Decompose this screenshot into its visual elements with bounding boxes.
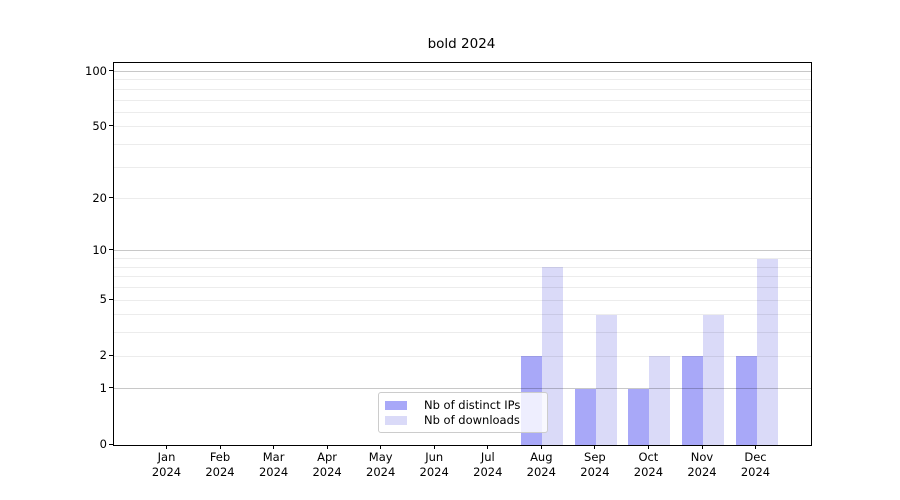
y-tick-label: 2 — [99, 348, 107, 363]
x-tick-label: Sep 2024 — [580, 450, 610, 479]
bar-downloads — [595, 314, 617, 445]
x-tick-label: Feb 2024 — [205, 450, 235, 479]
bar-distinct-ips — [574, 388, 596, 445]
legend-item-downloads: Nb of downloads — [385, 413, 539, 428]
y-tick-label: 10 — [92, 242, 107, 257]
gridline-minor — [114, 276, 811, 278]
y-tick — [109, 298, 113, 300]
gridline-minor — [114, 166, 811, 168]
bar-downloads — [649, 356, 671, 445]
y-tick — [109, 249, 113, 251]
x-tick-label: Jan 2024 — [151, 450, 182, 479]
y-tick-label: 5 — [99, 292, 107, 306]
y-tick — [109, 125, 113, 127]
y-tick — [109, 443, 113, 445]
x-tick — [487, 445, 489, 449]
bar-distinct-ips — [628, 388, 650, 445]
x-tick-label: Jun 2024 — [419, 450, 449, 479]
gridline-minor — [114, 266, 811, 268]
gridline-minor — [114, 314, 811, 316]
x-tick-label: Oct 2024 — [633, 450, 664, 479]
x-tick — [433, 445, 435, 449]
gridline-minor — [114, 79, 811, 81]
x-tick-label: Dec 2024 — [740, 450, 771, 479]
x-tick — [701, 445, 703, 449]
bar-distinct-ips — [682, 356, 703, 445]
legend-swatch-distinct-ips-icon — [385, 401, 407, 410]
bar-downloads — [756, 258, 778, 445]
x-tick-label: Aug 2024 — [526, 450, 556, 479]
x-tick — [273, 445, 275, 449]
y-tick-label: 1 — [99, 380, 107, 395]
legend-label-downloads: Nb of downloads — [424, 413, 520, 427]
x-tick — [326, 445, 328, 449]
gridline-major — [114, 250, 811, 252]
x-tick-label: Nov 2024 — [687, 450, 717, 479]
x-tick — [594, 445, 596, 449]
gridline-minor — [114, 258, 811, 260]
x-tick — [647, 445, 649, 449]
y-tick-label: 0 — [99, 437, 107, 451]
gridline-major — [114, 71, 811, 72]
y-tick — [109, 70, 113, 71]
legend-label-distinct-ips: Nb of distinct IPs — [424, 398, 521, 412]
gridline-minor — [114, 198, 811, 200]
legend-item-distinct-ips: Nb of distinct IPs — [385, 398, 539, 413]
y-tick — [109, 197, 113, 199]
x-tick — [380, 445, 382, 449]
y-tick-label: 20 — [92, 190, 107, 205]
legend: Nb of distinct IPs Nb of downloads — [378, 392, 548, 433]
x-tick — [166, 445, 167, 449]
gridline-major — [114, 388, 811, 390]
y-tick-label: 100 — [85, 63, 107, 78]
x-tick-label: May 2024 — [366, 450, 396, 479]
y-tick — [109, 354, 113, 356]
x-tick-label: Jul 2024 — [473, 450, 503, 479]
x-tick — [540, 445, 542, 449]
gridline-minor — [114, 126, 811, 128]
bar-distinct-ips — [735, 356, 757, 445]
legend-swatch-downloads-icon — [385, 416, 407, 425]
chart-title: bold 2024 — [427, 36, 496, 52]
gridline-minor — [114, 287, 811, 288]
gridline-minor — [114, 144, 811, 145]
gridline-minor — [114, 355, 811, 357]
gridline-minor — [114, 111, 811, 113]
bar-downloads — [703, 314, 724, 445]
gridline-minor — [114, 332, 811, 334]
x-tick-label: Apr 2024 — [312, 450, 342, 479]
plot-area — [113, 62, 812, 446]
x-tick — [755, 445, 756, 449]
gridline-minor — [114, 299, 811, 301]
x-tick-label: Mar 2024 — [258, 450, 289, 479]
gridline-minor — [114, 99, 811, 101]
y-tick — [109, 387, 113, 389]
gridline-minor — [114, 88, 811, 90]
x-tick — [219, 445, 221, 449]
y-tick-label: 50 — [92, 118, 107, 133]
